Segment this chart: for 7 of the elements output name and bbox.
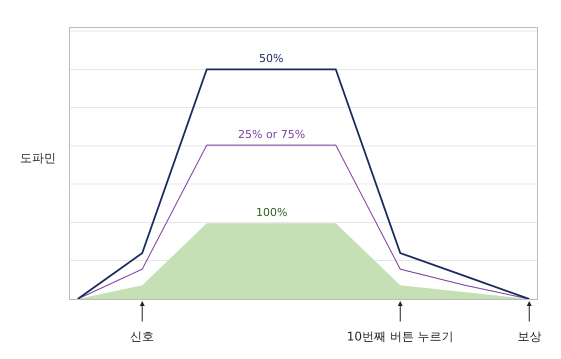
series-label: 100%	[256, 206, 288, 219]
series-label: 50%	[259, 52, 284, 65]
x-tick-label: 10번째 버튼 누르기	[346, 329, 454, 344]
series-label: 25% or 75%	[238, 128, 306, 141]
y-axis-title: 도파민	[20, 151, 56, 165]
x-tick-label: 보상	[517, 329, 542, 344]
x-tick-label: 신호	[130, 329, 154, 344]
